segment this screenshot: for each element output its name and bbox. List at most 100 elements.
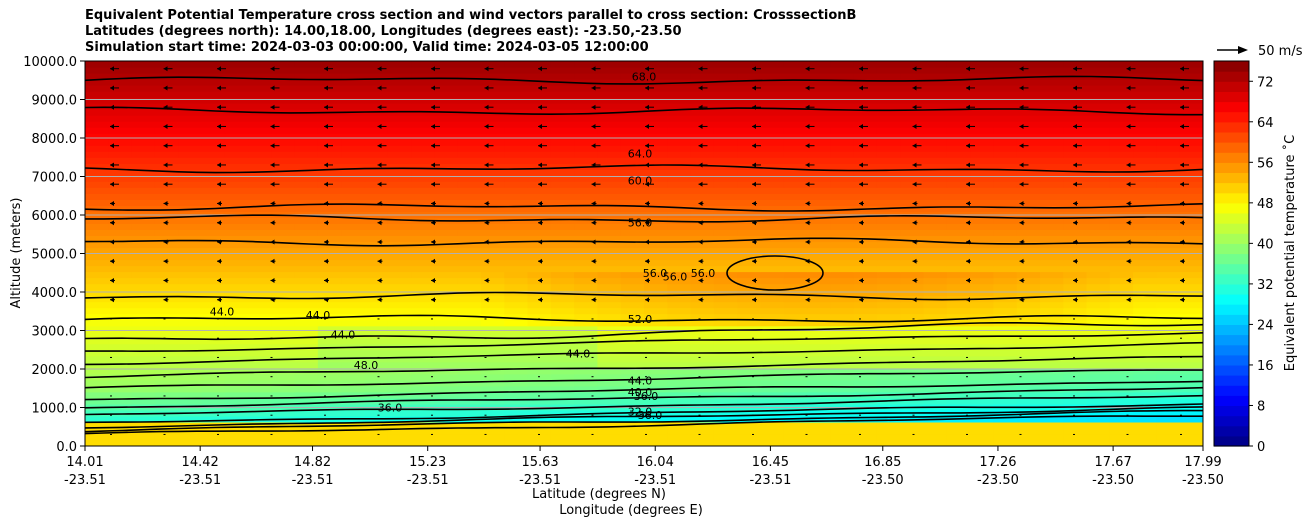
field-cell <box>807 121 831 128</box>
field-cell <box>876 175 901 182</box>
field-cell <box>1109 91 1134 98</box>
field-cell <box>364 85 389 92</box>
field-cell <box>946 109 971 116</box>
field-cell <box>970 434 994 441</box>
field-cell <box>154 325 179 333</box>
field-cell <box>248 277 272 285</box>
field-cell <box>574 277 598 285</box>
wind-vector-head <box>698 85 703 91</box>
wind-vector-head <box>591 66 596 72</box>
field-cell <box>597 361 622 369</box>
field-cell <box>597 175 622 182</box>
field-cell <box>946 277 971 285</box>
field-cell <box>108 229 133 236</box>
field-cell <box>574 343 598 351</box>
field-cell <box>760 199 785 206</box>
field-cell <box>294 163 319 170</box>
field-cell <box>504 181 529 188</box>
field-cell <box>108 440 133 446</box>
wind-vector-head <box>805 104 810 110</box>
field-cell <box>457 379 482 387</box>
field-cell <box>457 91 482 98</box>
field-cell <box>876 307 901 315</box>
field-cell <box>1133 421 1157 429</box>
field-cell <box>713 289 738 297</box>
field-cell <box>178 229 203 236</box>
field-cell <box>341 163 366 170</box>
field-cell <box>993 385 1018 393</box>
field-cell <box>85 97 109 104</box>
field-cell <box>574 181 598 188</box>
field-cell <box>224 133 249 140</box>
field-cell <box>923 217 948 224</box>
field-cell <box>1109 145 1134 152</box>
field-cell <box>1109 277 1134 285</box>
field-cell <box>1179 367 1203 375</box>
field-cell <box>481 397 505 405</box>
field-cell <box>1040 397 1064 405</box>
field-cell <box>201 289 226 297</box>
field-cell <box>737 139 762 146</box>
field-cell <box>224 440 249 446</box>
field-cell <box>341 391 366 399</box>
field-cell <box>178 379 203 387</box>
field-cell <box>364 115 389 122</box>
field-cell <box>667 391 692 399</box>
field-cell <box>923 247 948 255</box>
wind-vector-head <box>217 162 221 168</box>
field-cell <box>271 434 296 441</box>
field-cell <box>1086 103 1111 110</box>
field-cell <box>271 97 296 104</box>
field-cell <box>807 373 831 381</box>
field-cell <box>504 235 529 243</box>
wind-vector-head <box>752 181 756 187</box>
field-cell <box>644 355 668 363</box>
field-cell <box>434 205 459 212</box>
field-cell <box>644 193 668 200</box>
field-cell <box>1179 271 1203 279</box>
chart-title-line-3: Simulation start time: 2024-03-03 00:00:… <box>85 40 649 55</box>
field-cell <box>271 373 296 381</box>
field-cell <box>1016 271 1041 279</box>
field-cell <box>1133 415 1157 423</box>
field-cell <box>644 163 668 170</box>
field-cell <box>550 229 575 236</box>
field-cell <box>1109 61 1134 68</box>
field-cell <box>783 421 808 429</box>
field-cell <box>131 325 156 333</box>
field-cell <box>900 428 925 435</box>
field-cell <box>853 440 878 446</box>
wind-vector-head <box>859 220 863 226</box>
field-cell <box>760 307 785 315</box>
wind-vector-head <box>966 162 970 168</box>
field-cell <box>597 187 622 194</box>
field-cell <box>178 361 203 369</box>
field-cell <box>481 103 505 110</box>
wind-vector-head <box>1019 200 1024 206</box>
field-cell <box>1086 265 1111 273</box>
colorbar-segment <box>1214 263 1249 275</box>
field-cell <box>411 421 435 429</box>
field-cell <box>1086 397 1111 405</box>
field-cell <box>574 361 598 369</box>
field-cell <box>993 91 1018 98</box>
field-cell <box>1016 61 1041 68</box>
field-cell <box>271 253 296 261</box>
field-cell <box>154 229 179 236</box>
field-cell <box>108 139 133 146</box>
field-cell <box>1086 127 1111 134</box>
colorbar-segment <box>1214 142 1249 153</box>
field-cell <box>131 355 156 363</box>
field-cell <box>271 397 296 405</box>
field-cell <box>946 127 971 134</box>
field-cell <box>201 440 226 446</box>
field-cell <box>830 115 855 122</box>
field-cell <box>1133 355 1157 363</box>
field-cell <box>1179 91 1203 98</box>
field-cell <box>993 103 1018 110</box>
field-cell <box>317 199 342 206</box>
field-cell <box>85 133 109 140</box>
field-cell <box>248 283 272 291</box>
wind-vector-head <box>591 123 596 129</box>
